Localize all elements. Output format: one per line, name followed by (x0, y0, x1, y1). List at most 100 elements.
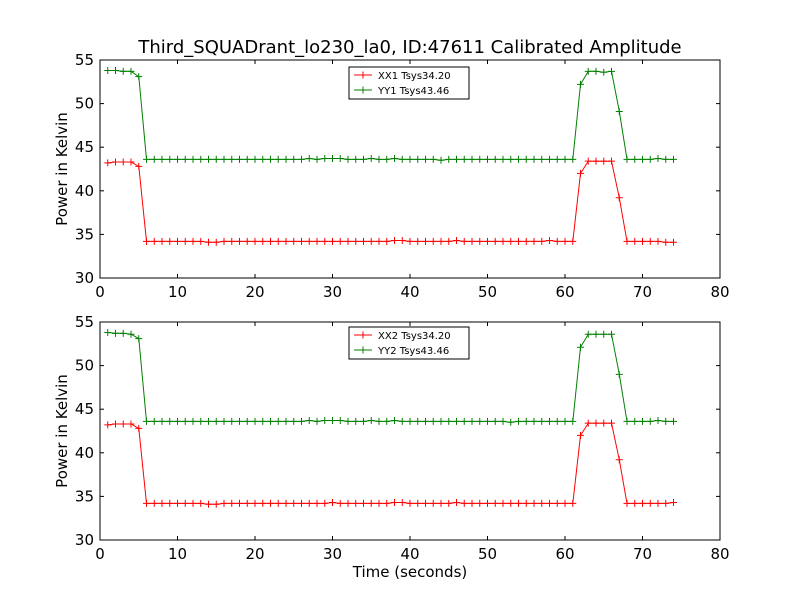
data-point (205, 500, 212, 508)
data-point (228, 237, 236, 245)
data-point (476, 155, 484, 163)
data-point (414, 417, 422, 425)
data-point (181, 499, 189, 507)
data-point (515, 237, 522, 245)
data-point (561, 499, 569, 507)
data-point (569, 417, 577, 425)
data-point (212, 155, 220, 163)
data-point (220, 499, 228, 507)
data-point (150, 237, 158, 245)
legend-marker (359, 346, 367, 354)
data-point (305, 237, 313, 245)
data-point (212, 500, 220, 508)
series-1 (104, 419, 677, 508)
data-point (150, 155, 158, 163)
y-tick-label: 55 (75, 51, 94, 69)
data-point (646, 237, 654, 245)
data-point (220, 417, 228, 425)
data-point (127, 158, 135, 166)
data-point (104, 66, 112, 74)
data-point (251, 417, 259, 425)
legend-marker (359, 331, 367, 339)
data-point (499, 417, 507, 425)
data-point (329, 155, 336, 163)
data-point (290, 155, 298, 163)
data-point (181, 417, 189, 425)
data-point (398, 237, 406, 245)
data-point (259, 499, 267, 507)
data-point (127, 67, 135, 75)
data-point (662, 238, 670, 246)
x-axis-label: Time (seconds) (352, 563, 468, 581)
data-point (639, 499, 646, 507)
data-point (662, 417, 670, 425)
data-point (321, 499, 329, 507)
data-point (267, 417, 274, 425)
data-point (181, 237, 189, 245)
x-tick-label: 30 (323, 545, 342, 563)
data-point (476, 417, 484, 425)
legend-entry-label: YY2 Tsys43.46 (377, 346, 449, 357)
data-point (522, 155, 530, 163)
data-point (104, 159, 112, 167)
data-point (228, 417, 236, 425)
data-point (631, 155, 639, 163)
data-point (445, 237, 453, 245)
data-point (189, 499, 197, 507)
data-point (282, 237, 290, 245)
data-point (530, 417, 538, 425)
data-point (212, 238, 220, 246)
data-point (344, 417, 352, 425)
subplots-container: 0 10 20 30 40 50 60 70 80 30 35 40 45 50 55 Power in Ke… (53, 51, 730, 581)
data-point (112, 158, 119, 166)
data-point (158, 237, 166, 245)
data-point (499, 237, 507, 245)
data-point (592, 67, 600, 75)
y-tick-label: 55 (75, 313, 94, 331)
legend: XX1 Tsys34.20 YY1 Tsys43.46 (348, 66, 470, 100)
data-point (414, 155, 422, 163)
data-point (228, 155, 236, 163)
data-point (429, 237, 437, 245)
data-point (422, 237, 429, 245)
data-point (174, 417, 181, 425)
data-point (243, 417, 251, 425)
data-point (437, 499, 445, 507)
data-point (336, 417, 344, 425)
data-point (662, 499, 670, 507)
data-point (158, 155, 166, 163)
data-point (367, 499, 375, 507)
data-point (298, 417, 305, 425)
x-tick-label: 80 (710, 545, 729, 563)
data-point (174, 499, 181, 507)
data-point (530, 499, 538, 507)
data-point (135, 162, 143, 170)
data-point (135, 424, 143, 432)
data-point (119, 67, 127, 75)
data-point (476, 237, 484, 245)
data-point (329, 237, 336, 245)
data-point (360, 499, 367, 507)
data-point (577, 343, 584, 351)
data-point (468, 237, 476, 245)
data-point (197, 155, 205, 163)
data-point (453, 417, 460, 425)
data-point (499, 499, 507, 507)
data-point (174, 237, 181, 245)
data-point (336, 499, 344, 507)
data-point (522, 499, 530, 507)
data-point (174, 155, 181, 163)
data-point (274, 417, 282, 425)
data-point (646, 155, 654, 163)
data-point (274, 155, 282, 163)
data-point (135, 335, 143, 343)
data-point (329, 417, 336, 425)
data-point (367, 237, 375, 245)
data-point (305, 155, 313, 163)
data-point (460, 237, 468, 245)
series-1 (104, 157, 677, 246)
data-point (468, 417, 476, 425)
data-point (507, 155, 515, 163)
data-point (251, 237, 259, 245)
data-point (646, 499, 654, 507)
